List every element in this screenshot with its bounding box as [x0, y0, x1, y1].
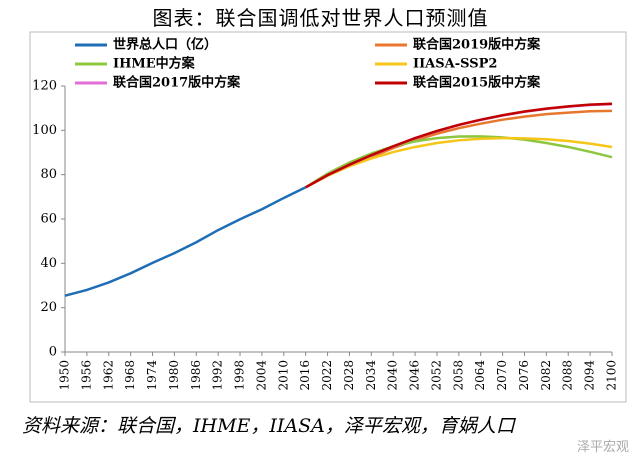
y-tick-label: 0: [49, 345, 57, 360]
series-line: [305, 136, 613, 189]
x-tick-label: 2010: [276, 360, 290, 391]
x-tick-label: 2058: [451, 360, 465, 391]
x-tick-label: 2046: [408, 360, 422, 391]
x-tick-label: 2028: [342, 360, 356, 391]
x-tick-label: 1992: [211, 360, 225, 391]
y-tick-label: 20: [40, 300, 57, 315]
x-tick-label: 1956: [79, 360, 93, 391]
x-tick-label: 2016: [298, 360, 312, 391]
y-tick-label: 100: [32, 123, 57, 138]
x-tick-label: 2052: [429, 360, 443, 391]
x-tick-label: 1980: [167, 360, 181, 391]
legend-label: 联合国2019版中方案: [413, 37, 541, 53]
series-line: [64, 186, 307, 297]
source-note: 资料来源：联合国，IHME，IIASA，泽平宏观，育娲人口: [22, 415, 515, 437]
chart-frame: [29, 31, 627, 403]
y-tick-label: 80: [40, 167, 57, 182]
x-tick-label: 1968: [123, 360, 137, 391]
series-line: [305, 135, 613, 189]
legend-label: 联合国2015版中方案: [413, 75, 541, 91]
x-tick-label: 2100: [605, 360, 619, 391]
x-tick-label: 2082: [539, 360, 553, 391]
x-tick-label: 2076: [517, 360, 531, 391]
x-tick-label: 2070: [495, 360, 509, 391]
x-tick-label: 2094: [583, 360, 597, 391]
x-tick-label: 2088: [561, 360, 575, 391]
x-tick-label: 2034: [364, 360, 378, 391]
x-tick-label: 1950: [58, 360, 72, 391]
watermark: 泽平宏观: [576, 440, 629, 455]
series-line: [305, 102, 613, 189]
legend-label: 世界总人口（亿）: [113, 37, 217, 53]
legend-label: 联合国2017版中方案: [113, 75, 241, 91]
x-tick-label: 2064: [473, 360, 487, 391]
legend-label: IIASA-SSP2: [413, 57, 497, 72]
x-tick-label: 2040: [386, 360, 400, 391]
x-tick-label: 1962: [101, 360, 115, 391]
chart-title: 图表：联合国调低对世界人口预测值: [152, 6, 489, 30]
x-tick-label: 2022: [320, 360, 334, 391]
series-line: [305, 109, 613, 189]
y-tick-label: 60: [40, 212, 57, 227]
x-tick-label: 1974: [145, 360, 159, 391]
legend-label: IHME中方案: [113, 56, 196, 72]
x-tick-label: 1986: [189, 360, 203, 391]
y-tick-label: 120: [32, 79, 57, 94]
x-tick-label: 2004: [254, 360, 268, 391]
x-tick-label: 1998: [233, 360, 247, 391]
y-tick-label: 40: [40, 256, 57, 271]
